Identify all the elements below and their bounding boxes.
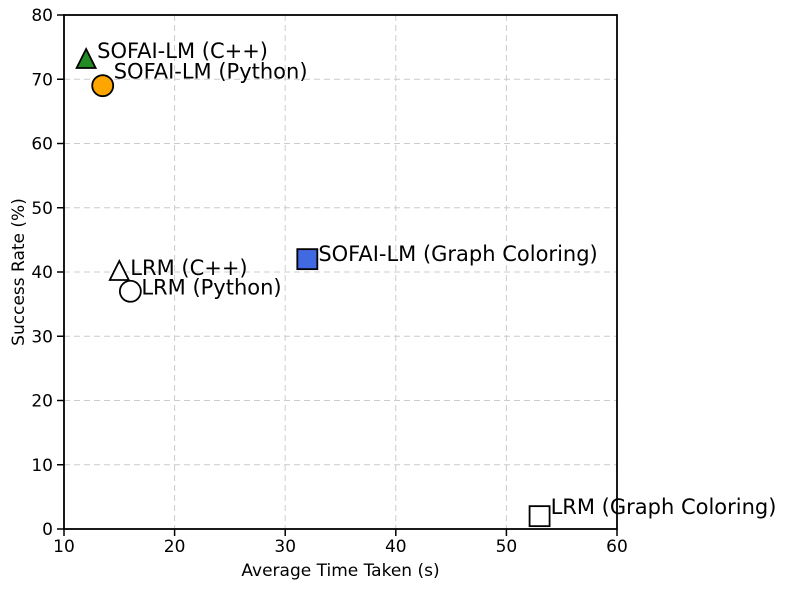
- y-tick-label-40: 40: [31, 263, 53, 283]
- annotation-sofai-lm-c: SOFAI-LM (C++): [97, 39, 268, 63]
- marker-sofai-lm-c: [75, 46, 98, 69]
- y-tick-label-70: 70: [31, 70, 53, 90]
- annotation-lrm-c: LRM (C++): [130, 256, 247, 280]
- x-tick-label-60: 60: [606, 537, 628, 557]
- marker-sofai-lm-python: [91, 74, 115, 98]
- y-tick-label-50: 50: [31, 199, 53, 219]
- x-tick-label-30: 30: [274, 537, 296, 557]
- y-tick-label-30: 30: [31, 327, 53, 347]
- x-tick-label-20: 20: [164, 537, 186, 557]
- y-tick-label-10: 10: [31, 456, 53, 476]
- x-tick-label-40: 40: [385, 537, 407, 557]
- y-tick-label-60: 60: [31, 135, 53, 155]
- annotation-lrm-graph-coloring: LRM (Graph Coloring): [551, 495, 777, 519]
- y-tick-label-20: 20: [31, 392, 53, 412]
- marker-lrm-graph-coloring: [528, 505, 551, 528]
- x-tick-label-50: 50: [496, 537, 518, 557]
- y-axis-label: Success Rate (%): [9, 198, 29, 346]
- marker-lrm-c: [108, 258, 131, 281]
- x-axis-label: Average Time Taken (s): [241, 561, 439, 581]
- annotation-sofai-lm-graph-coloring: SOFAI-LM (Graph Coloring): [318, 242, 597, 266]
- y-tick-label-0: 0: [42, 520, 53, 540]
- marker-lrm-python: [118, 279, 142, 303]
- marker-sofai-lm-graph-coloring: [296, 248, 319, 271]
- x-tick-label-10: 10: [53, 537, 75, 557]
- annotation-lrm-python: LRM (Python): [141, 275, 281, 299]
- y-tick-label-80: 80: [31, 6, 53, 26]
- annotation-sofai-lm-python: SOFAI-LM (Python): [114, 60, 308, 84]
